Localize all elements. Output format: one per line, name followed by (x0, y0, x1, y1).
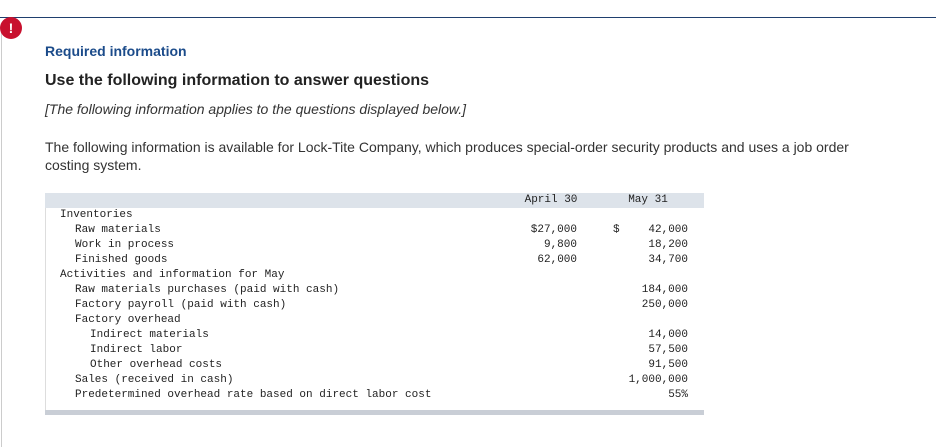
row-label: Other overhead costs (90, 359, 223, 371)
row-label: Indirect materials (90, 329, 209, 341)
alert-icon: ! (0, 17, 22, 39)
row-label: Raw materials purchases (paid with cash) (75, 284, 340, 296)
row-label: Predetermined overhead rate based on dir… (75, 389, 432, 401)
row-label: Inventories (60, 209, 133, 221)
left-rule (1, 30, 2, 447)
row-label: Finished goods (75, 254, 168, 266)
may-value: 184,000 (641, 284, 688, 296)
may-value: 55% (668, 389, 688, 401)
may-value: 1,000,000 (628, 374, 688, 386)
currency-symbol: $ (613, 224, 620, 236)
table-left-border (45, 208, 46, 410)
row-label: Indirect labor (90, 344, 183, 356)
row-label: Sales (received in cash) (75, 374, 234, 386)
table-header (45, 193, 704, 208)
row-label: Activities and information for May (60, 269, 285, 281)
april-value: $27,000 (530, 224, 577, 236)
may-value: 91,500 (648, 359, 688, 371)
note: [The following information applies to th… (45, 101, 467, 117)
heading: Use the following information to answer … (45, 72, 430, 89)
april-value: 9,800 (543, 239, 577, 251)
row-label: Factory overhead (75, 314, 181, 326)
april-value: 62,000 (537, 254, 577, 266)
column-header: April 30 (524, 194, 578, 206)
may-value: 57,500 (648, 344, 688, 356)
top-rule (0, 17, 936, 18)
may-value: 34,700 (648, 254, 688, 266)
section-title: Required information (45, 43, 187, 59)
may-value: 42,000 (648, 224, 688, 236)
table-footer (45, 410, 704, 415)
column-header: May 31 (628, 194, 668, 206)
row-label: Work in process (75, 239, 175, 251)
row-label: Factory payroll (paid with cash) (75, 299, 287, 311)
may-value: 250,000 (641, 299, 688, 311)
intro: The following information is available f… (45, 139, 849, 173)
may-value: 14,000 (648, 329, 688, 341)
row-label: Raw materials (75, 224, 161, 236)
may-value: 18,200 (648, 239, 688, 251)
